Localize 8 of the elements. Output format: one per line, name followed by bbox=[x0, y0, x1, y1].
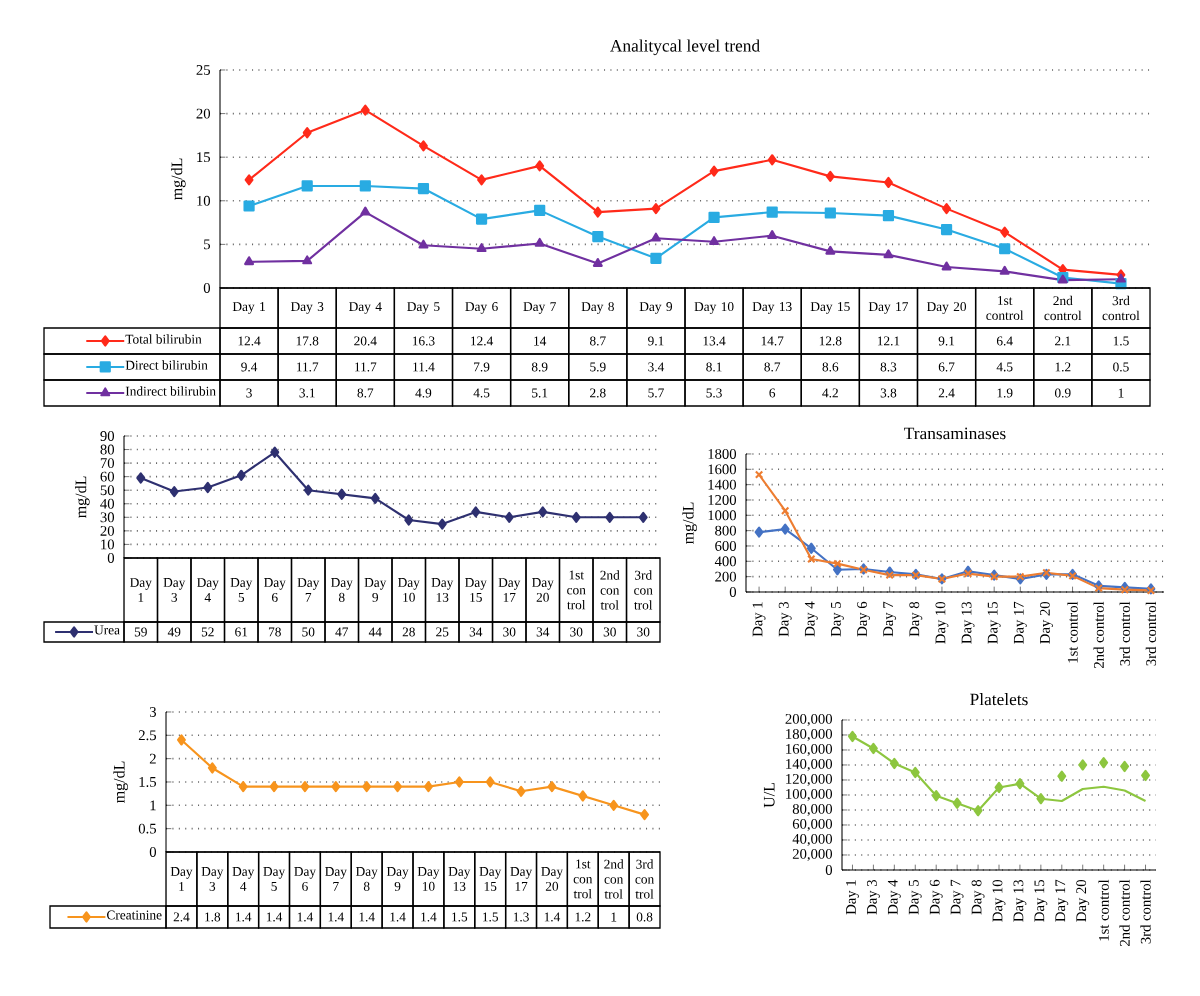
chart-title: Transaminases bbox=[904, 427, 1006, 440]
y-axis-title: mg/dL bbox=[75, 476, 90, 518]
chart-title: Analitycal level trend bbox=[610, 39, 760, 56]
chart-title: Platelets bbox=[970, 693, 1028, 706]
y-axis-title: mg/dL bbox=[682, 502, 697, 544]
y-axis-title: U/L bbox=[763, 783, 775, 808]
y-axis-title: mg/dL bbox=[113, 761, 128, 803]
y-axis-title: mg/dL bbox=[171, 158, 186, 200]
